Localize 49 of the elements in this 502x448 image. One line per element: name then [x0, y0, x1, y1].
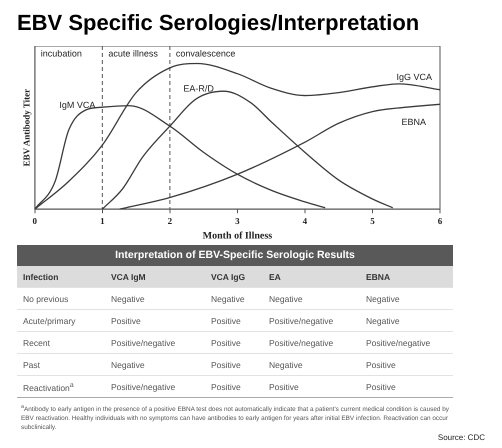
text: Positive: [110, 316, 142, 326]
text: Acute/primary: [22, 316, 76, 326]
text: EBNA: [365, 272, 392, 282]
text: Infection: [22, 272, 60, 282]
text: Positive: [365, 382, 397, 392]
text: Positive: [210, 360, 242, 370]
text: Negative: [110, 294, 146, 304]
text: convalescence: [176, 48, 236, 58]
x-tick-label: 4: [302, 216, 308, 226]
x-tick-label: 3: [235, 216, 240, 226]
text: Negative: [210, 294, 246, 304]
text: Recent: [22, 338, 51, 348]
x-tick-label: 5: [370, 216, 376, 226]
text: Positive: [210, 316, 242, 326]
text: VCA IgM: [110, 272, 147, 282]
text: No previous: [22, 294, 70, 304]
text: Negative: [365, 316, 401, 326]
text: Negative: [268, 360, 304, 370]
x-tick-label: 2: [168, 216, 173, 226]
text: Positive/negative: [268, 316, 334, 326]
text: Positive: [365, 360, 397, 370]
text: EA: [268, 272, 282, 282]
text: incubation: [40, 48, 82, 58]
chart-title: EBV Specific Serologies/Interpretation: [17, 10, 420, 36]
source-note: Source: CDC: [438, 433, 485, 442]
text: Negative: [110, 360, 146, 370]
text: Positive: [210, 338, 242, 348]
text: Negative: [268, 294, 304, 304]
text: VCA IgG: [210, 272, 246, 282]
x-tick-label: 1: [100, 216, 106, 226]
text: Negative: [365, 294, 401, 304]
series-label: IgG VCA: [396, 72, 432, 82]
y-axis-title: EBV Antibody Titer: [22, 88, 32, 166]
x-tick-label: 0: [32, 216, 38, 226]
text: Interpretation of EBV-Specific Serologic Results: [17, 245, 453, 266]
series-label: IgM VCA: [59, 100, 96, 110]
text: Positive/negative: [365, 338, 432, 348]
series-label: EA-R/D: [183, 84, 214, 94]
text: Past: [22, 360, 42, 370]
text: Reactivation$^{a}$: [22, 380, 75, 392]
text: Positive/negative: [110, 382, 176, 392]
series-label: EBNA: [401, 116, 426, 127]
text: Positive: [210, 382, 242, 392]
text: Positive: [268, 382, 300, 392]
x-tick-label: 6: [438, 216, 443, 226]
text: Positive/negative: [268, 338, 334, 348]
text: Positive/negative: [110, 338, 176, 348]
x-axis-title: Month of Illness: [202, 230, 272, 242]
text: acute illness: [108, 48, 158, 58]
